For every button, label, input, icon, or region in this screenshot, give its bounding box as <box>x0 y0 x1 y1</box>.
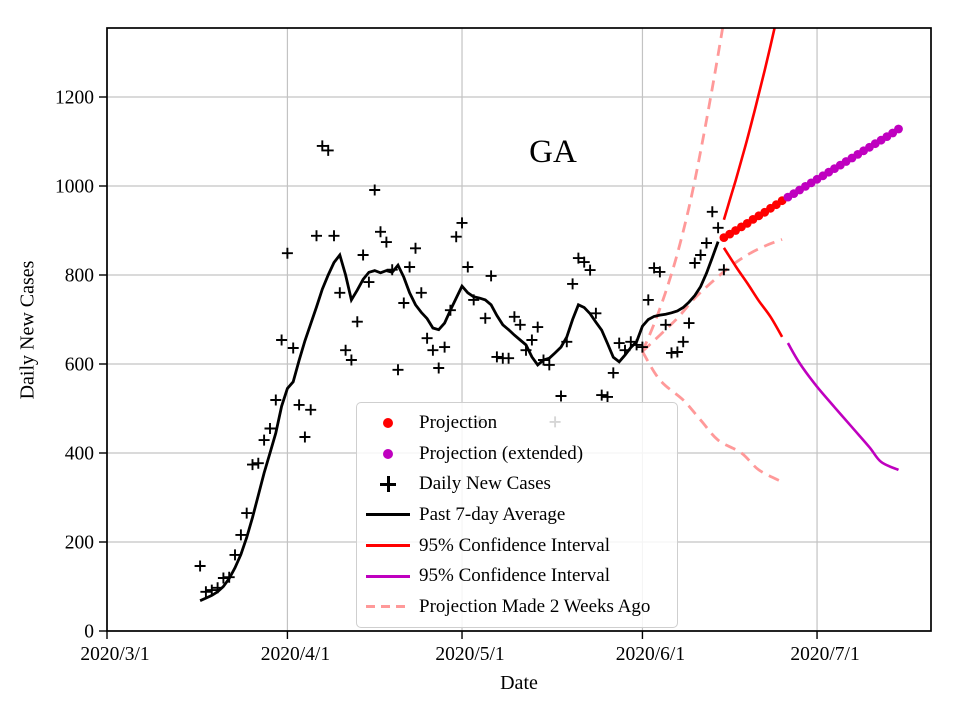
x-tick-label: 2020/4/1 <box>261 644 330 665</box>
legend-item-label: Projection (extended) <box>419 442 584 464</box>
legend-item-label: Projection Made 2 Weeks Ago <box>419 595 651 617</box>
dot-marker-icon <box>357 448 419 459</box>
series-projection-2wk-lower <box>641 350 783 484</box>
line-marker-icon <box>357 513 419 517</box>
series-projection-extended <box>783 124 903 202</box>
x-tick-label: 2020/7/1 <box>790 644 859 665</box>
series-projection-2wk-center <box>641 238 783 353</box>
legend-item-projection-made-2-weeks-ago: Projection Made 2 Weeks Ago <box>357 592 677 622</box>
legend-item-label: Projection <box>419 412 498 434</box>
x-tick-label: 2020/6/1 <box>616 644 685 665</box>
series-ci-lower-red <box>722 247 784 338</box>
legend-item-label: Past 7-day Average <box>419 503 566 525</box>
legend-item-past-7-day-average: Past 7-day Average <box>357 500 677 530</box>
plus-marker-icon <box>357 476 419 493</box>
plot-series <box>194 28 903 602</box>
legend-item-daily-new-cases: Daily New Cases <box>357 469 677 499</box>
plot-frame <box>106 27 932 632</box>
y-tick-label: 800 <box>65 266 94 287</box>
legend-item-label: Daily New Cases <box>419 473 551 495</box>
series-past-7day-average <box>199 241 720 602</box>
series-projection <box>719 196 787 243</box>
series-ci-lower-magenta <box>786 342 900 472</box>
y-tick-label: 400 <box>65 444 94 465</box>
y-tick-label: 1000 <box>55 177 94 198</box>
y-tick-label: 200 <box>65 533 94 554</box>
axis-ticks <box>99 96 818 639</box>
legend-item-label: 95% Confidence Interval <box>419 534 610 556</box>
series-daily-new-cases <box>194 140 730 598</box>
x-tick-label: 2020/5/1 <box>435 644 504 665</box>
legend-item-label: 95% Confidence Interval <box>419 565 610 587</box>
x-tick-label: 2020/3/1 <box>80 644 149 665</box>
y-tick-label: 0 <box>84 622 94 643</box>
legend-item-95-confidence-interval: 95% Confidence Interval <box>357 561 677 591</box>
legend-item-projection: Projection <box>357 408 677 438</box>
y-tick-label: 600 <box>65 355 94 376</box>
x-axis-label: Date <box>500 672 538 694</box>
dash-marker-icon <box>357 605 419 609</box>
y-tick-label: 1200 <box>55 88 94 109</box>
legend: Projection Projection (extended) Daily New… <box>356 402 678 628</box>
dot-marker-icon <box>357 418 419 429</box>
legend-item-projection-extended: Projection (extended) <box>357 439 677 469</box>
axis-tick-labels: 2020/3/1 2020/4/1 2020/5/1 2020/6/1 2020/7/1… <box>55 88 860 666</box>
legend-item-95-confidence-interval: 95% Confidence Interval <box>357 531 677 561</box>
line-marker-icon <box>357 574 419 578</box>
y-axis-label: Daily New Cases <box>16 260 39 400</box>
chart-title: GA <box>529 134 577 170</box>
series-projection-2wk-upper <box>641 28 725 353</box>
line-marker-icon <box>357 544 419 548</box>
series-ci-upper-red <box>722 28 776 221</box>
